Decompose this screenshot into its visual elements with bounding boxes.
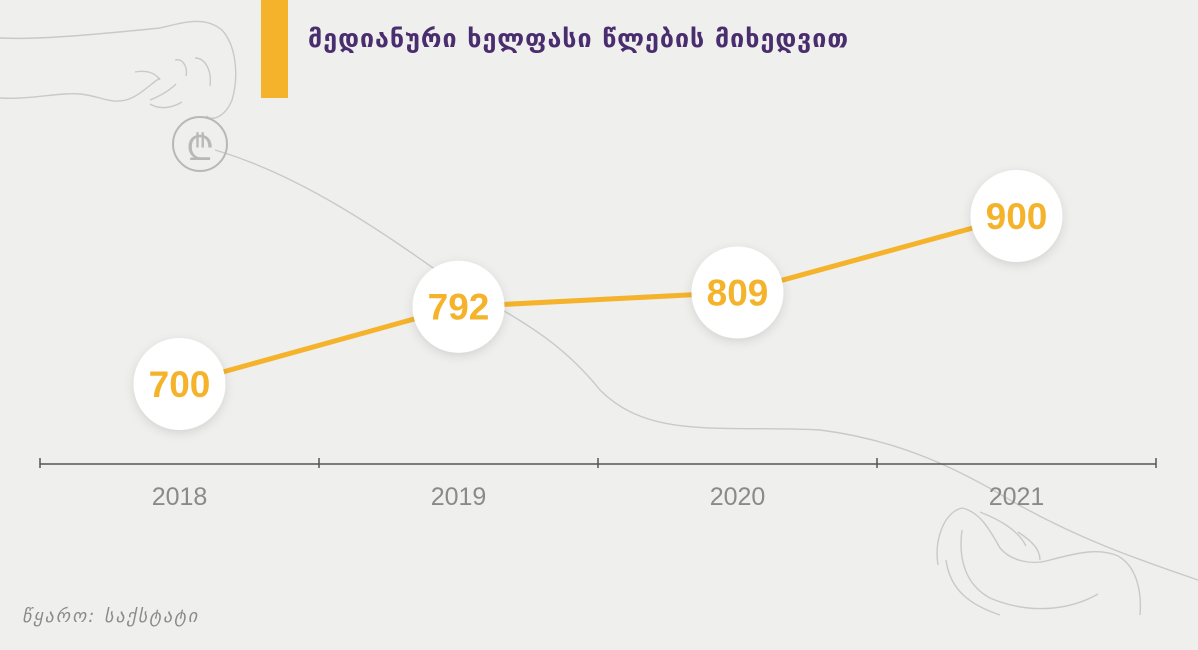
- x-axis-tick-labels: 2018 2019 2020 2021: [152, 483, 1045, 511]
- lari-coin-symbol: ₾: [186, 128, 214, 169]
- data-point: 809: [691, 246, 784, 339]
- source-note: წყარო: საქსტატი: [22, 606, 200, 627]
- data-markers: 700 792 809 900: [133, 170, 1063, 430]
- x-axis: [39, 458, 1157, 468]
- x-tick-label: 2021: [989, 483, 1045, 511]
- series-line: [177, 213, 1019, 387]
- data-point: 700: [133, 338, 226, 430]
- decorative-line-art: [0, 20, 1198, 616]
- data-label: 900: [986, 196, 1048, 237]
- decorative-curve: [214, 149, 1198, 581]
- hand-dropping-lari-coin-icon: [0, 20, 237, 119]
- x-tick-label: 2018: [152, 483, 208, 511]
- data-label: 809: [707, 272, 769, 313]
- data-point: 792: [412, 260, 505, 353]
- data-point-marker: [412, 260, 505, 353]
- lari-coin-icon: [172, 116, 228, 172]
- data-point-marker: [691, 246, 784, 339]
- open-hand-icon: [936, 507, 1142, 616]
- data-label: 792: [428, 287, 490, 328]
- data-point-marker: [133, 338, 226, 430]
- x-tick-label: 2020: [710, 483, 766, 511]
- title-accent-bar: [261, 0, 288, 98]
- chart-title: მედიანური ხელფასი წლების მიხედვით: [308, 24, 850, 53]
- data-point-marker: [970, 170, 1063, 262]
- data-label: 700: [149, 364, 211, 405]
- data-point: 900: [970, 170, 1063, 262]
- x-tick-label: 2019: [431, 483, 487, 511]
